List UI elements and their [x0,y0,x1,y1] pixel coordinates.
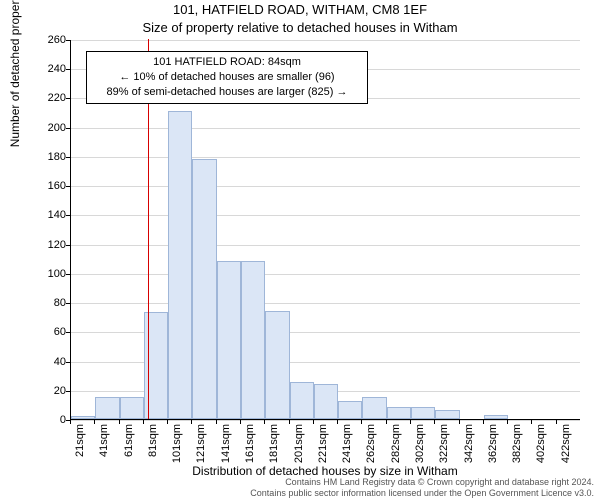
xtick-mark [531,420,532,424]
xtick-mark [459,420,460,424]
ytick-mark [66,98,70,99]
ytick-mark [66,391,70,392]
histogram-bar [265,311,289,419]
ytick-label: 180 [26,151,66,163]
xtick-label: 282sqm [390,424,402,464]
ytick-label: 140 [26,209,66,221]
xtick-label: 221sqm [317,424,329,464]
x-axis-label: Distribution of detached houses by size … [70,464,580,478]
xtick-mark [119,420,120,424]
xtick-label: 402sqm [535,424,547,464]
xtick-mark [216,420,217,424]
histogram-bar [338,401,362,419]
xtick-mark [240,420,241,424]
ytick-label: 240 [26,63,66,75]
annotation-line: 89% of semi-detached houses are larger (… [93,85,361,100]
y-axis-label: Number of detached properties [8,0,22,147]
histogram-bar [435,410,459,419]
histogram-bar [95,397,119,419]
xtick-label: 61sqm [123,424,135,464]
xtick-label: 181sqm [268,424,280,464]
ytick-mark [66,186,70,187]
histogram-bar [217,261,241,419]
xtick-label: 121sqm [195,424,207,464]
xtick-mark [386,420,387,424]
chart-title-line2: Size of property relative to detached ho… [0,20,600,35]
xtick-mark [264,420,265,424]
xtick-mark [70,420,71,424]
grid-line [71,420,580,421]
xtick-mark [337,420,338,424]
histogram-bar [241,261,265,419]
xtick-label: 362sqm [487,424,499,464]
histogram-bar [484,415,508,419]
xtick-label: 101sqm [171,424,183,464]
ytick-label: 80 [26,297,66,309]
chart-container: 101, HATFIELD ROAD, WITHAM, CM8 1EF Size… [0,0,600,500]
xtick-mark [507,420,508,424]
ytick-label: 200 [26,122,66,134]
ytick-label: 100 [26,268,66,280]
xtick-mark [410,420,411,424]
xtick-label: 422sqm [560,424,572,464]
ytick-mark [66,245,70,246]
ytick-label: 0 [26,414,66,426]
ytick-label: 120 [26,239,66,251]
ytick-mark [66,69,70,70]
chart-title-line1: 101, HATFIELD ROAD, WITHAM, CM8 1EF [0,2,600,17]
ytick-mark [66,362,70,363]
xtick-label: 262sqm [365,424,377,464]
xtick-label: 81sqm [147,424,159,464]
ytick-mark [66,332,70,333]
xtick-mark [483,420,484,424]
histogram-bar [120,397,144,419]
footer-attribution: Contains HM Land Registry data © Crown c… [250,477,594,499]
ytick-label: 20 [26,385,66,397]
histogram-bar [192,159,216,419]
annotation-line: ← 10% of detached houses are smaller (96… [93,70,361,85]
xtick-label: 201sqm [293,424,305,464]
xtick-mark [313,420,314,424]
xtick-mark [289,420,290,424]
xtick-mark [434,420,435,424]
ytick-mark [66,157,70,158]
xtick-label: 302sqm [414,424,426,464]
ytick-label: 60 [26,326,66,338]
ytick-mark [66,303,70,304]
histogram-bar [290,382,314,419]
footer-line1: Contains HM Land Registry data © Crown c… [250,477,594,488]
histogram-bar [411,407,435,419]
ytick-mark [66,274,70,275]
ytick-mark [66,40,70,41]
ytick-label: 260 [26,34,66,46]
histogram-bar [387,407,411,419]
xtick-label: 382sqm [511,424,523,464]
xtick-label: 41sqm [98,424,110,464]
annotation-line: 101 HATFIELD ROAD: 84sqm [93,55,361,70]
histogram-bar [168,111,192,419]
ytick-label: 160 [26,180,66,192]
footer-line2: Contains public sector information licen… [250,488,594,499]
xtick-mark [191,420,192,424]
xtick-label: 161sqm [244,424,256,464]
ytick-label: 40 [26,356,66,368]
ytick-mark [66,128,70,129]
xtick-label: 241sqm [341,424,353,464]
histogram-bar [71,416,95,419]
xtick-mark [167,420,168,424]
xtick-label: 21sqm [74,424,86,464]
histogram-bar [362,397,386,419]
xtick-mark [556,420,557,424]
annotation-box: 101 HATFIELD ROAD: 84sqm← 10% of detache… [86,51,368,104]
histogram-bar [314,384,338,419]
xtick-label: 322sqm [438,424,450,464]
xtick-label: 342sqm [463,424,475,464]
xtick-label: 141sqm [220,424,232,464]
ytick-mark [66,215,70,216]
ytick-label: 220 [26,92,66,104]
xtick-mark [143,420,144,424]
xtick-mark [94,420,95,424]
xtick-mark [361,420,362,424]
